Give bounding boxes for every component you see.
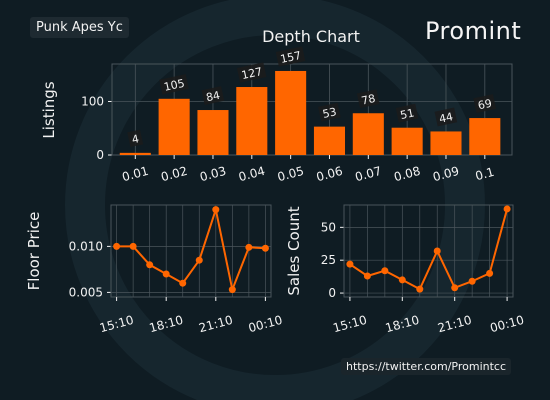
- bar: [352, 113, 384, 155]
- sales-count-point: [381, 267, 389, 275]
- bar-value-label-text: 105: [163, 77, 186, 94]
- sales-count-ytick-label: 0: [328, 286, 336, 300]
- bar-xtick-label: 0.02: [159, 164, 188, 184]
- sales-count-point: [486, 269, 494, 277]
- bar: [275, 70, 307, 155]
- floor-price-point: [146, 261, 154, 269]
- bar-value-label-text: 44: [438, 110, 454, 126]
- bar-value-label-text: 84: [205, 89, 221, 105]
- sales-count-point: [363, 272, 371, 280]
- bar: [158, 98, 190, 155]
- floor-price-point: [228, 286, 236, 294]
- bar-value-label: 127: [236, 62, 267, 83]
- bar: [197, 110, 229, 155]
- bar-frame: [111, 63, 513, 156]
- floor-price-frame: [110, 204, 272, 298]
- sales-count-ylabel: Sales Count: [285, 206, 303, 295]
- bar-value-label-text: 69: [477, 97, 493, 113]
- floor-price-ytick-label: 0.010: [69, 239, 103, 253]
- floor-price-point: [179, 279, 187, 287]
- sales-count-point: [503, 205, 511, 213]
- bar: [313, 126, 346, 155]
- sales-count-xtick-label: 15:10: [331, 313, 368, 335]
- bar-value-label-bg: [434, 107, 458, 127]
- sales-count-ytick-label: 50: [321, 220, 336, 234]
- bar-value-label-text: 4: [131, 132, 141, 146]
- bar: [469, 118, 501, 155]
- bar-xtick-label: 0.03: [198, 164, 227, 184]
- floor-price-xtick-label: 18:10: [148, 313, 185, 335]
- bar: [430, 131, 462, 155]
- bar-value-label-bg: [473, 94, 497, 113]
- bar-value-label-bg: [356, 89, 380, 109]
- bar-value-label-bg: [236, 62, 267, 83]
- bar-value-label: 51: [395, 103, 419, 123]
- bar-xtick-label: 0.08: [392, 164, 421, 184]
- bar-ylabel: Listings: [40, 81, 58, 138]
- bar-value-label-bg: [318, 102, 341, 122]
- bar-value-label: 105: [159, 74, 189, 95]
- floor-price-xtick-label: 00:10: [247, 313, 284, 335]
- bar: [236, 87, 268, 155]
- bar-value-label-text: 127: [240, 65, 263, 82]
- bar-value-label-text: 53: [321, 105, 337, 121]
- bar-value-label-text: 78: [360, 92, 376, 108]
- floor-price-point: [261, 244, 269, 252]
- bar-xtick-label: 0.09: [431, 164, 460, 184]
- bar-xtick-label: 0.06: [315, 164, 344, 184]
- floor-price-ytick-label: 0.005: [69, 285, 103, 299]
- twitter-link[interactable]: https://twitter.com/Promintcc: [341, 358, 511, 375]
- sales-count-point: [346, 260, 354, 268]
- floor-price-xtick-label: 21:10: [197, 313, 234, 335]
- bar-xtick-label: 0.1: [474, 165, 496, 183]
- bar-value-label: 69: [473, 94, 497, 113]
- sales-count-point: [433, 247, 441, 255]
- bar-value-label-bg: [395, 103, 419, 123]
- bar-value-label: 4: [127, 129, 144, 148]
- bar-xtick-label: 0.07: [354, 164, 383, 184]
- sales-count-series-line: [349, 208, 509, 291]
- sales-count-point: [468, 277, 476, 285]
- bar-xtick-label: 0.05: [276, 164, 305, 184]
- sales-count-point: [451, 284, 459, 292]
- bar-value-label: 53: [318, 102, 341, 122]
- chart-title: Depth Chart: [262, 27, 360, 46]
- floor-price-point: [195, 256, 203, 264]
- bar-value-label: 157: [275, 46, 306, 67]
- floor-price-point: [212, 206, 220, 214]
- bar-value-label-bg: [159, 74, 189, 95]
- bar-ytick-label: 100: [81, 94, 104, 108]
- bar-xtick-label: 0.01: [121, 164, 150, 184]
- collection-label: Punk Apes Yc: [30, 17, 129, 38]
- sales-count-point: [398, 276, 406, 284]
- sales-count-xtick-label: 00:10: [489, 313, 526, 335]
- bar: [119, 152, 151, 155]
- sales-count-ytick-label: 25: [321, 253, 336, 267]
- bar: [391, 127, 423, 155]
- sales-count-frame: [343, 204, 514, 298]
- floor-price-point: [245, 243, 253, 251]
- floor-price-point: [113, 242, 121, 250]
- bar-value-label-bg: [275, 46, 306, 67]
- sales-count-point: [416, 285, 424, 293]
- bar-ytick-label: 0: [96, 148, 104, 162]
- bar-value-label-text: 157: [279, 49, 302, 66]
- bar-value-label-bg: [127, 129, 144, 148]
- floor-price-point: [162, 270, 170, 278]
- bar-value-label: 44: [434, 107, 458, 127]
- floor-price-series-line: [116, 205, 266, 294]
- bar-value-label-bg: [201, 86, 225, 105]
- bar-value-label: 84: [201, 86, 225, 105]
- floor-price-point: [129, 242, 137, 250]
- floor-price-ylabel: Floor Price: [25, 212, 43, 291]
- brand-logo: Promint: [425, 17, 522, 45]
- bar-value-label: 78: [356, 89, 380, 109]
- bar-value-label-text: 51: [399, 106, 415, 122]
- bar-xtick-label: 0.04: [237, 164, 266, 184]
